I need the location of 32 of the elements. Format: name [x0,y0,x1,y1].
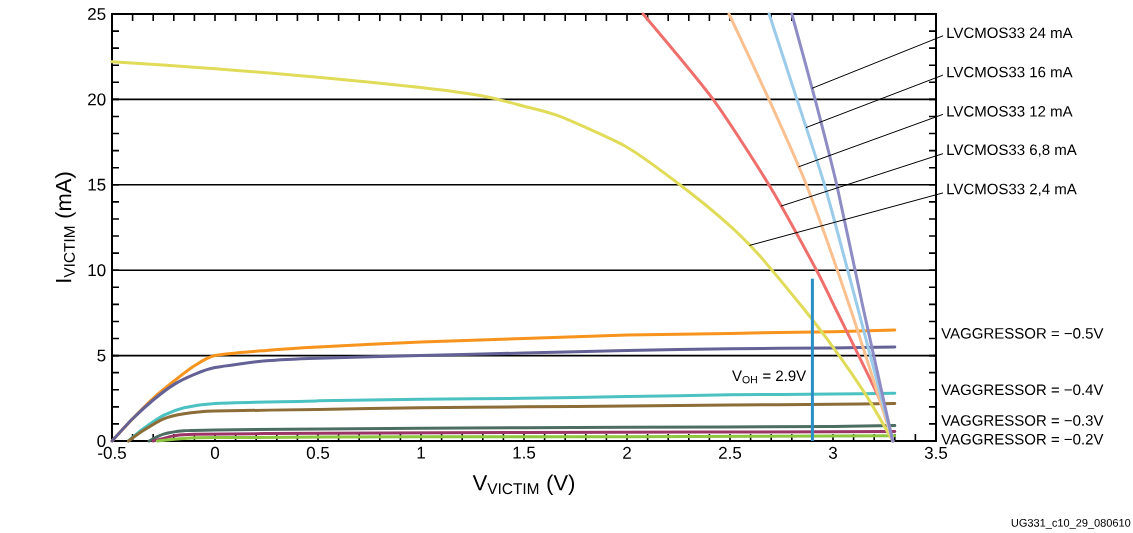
y-tick-label: 25 [88,7,106,21]
x-tick-label: 3 [828,446,837,459]
ref-line-label: V$_{OH}$ = 2.9V [732,370,807,384]
x-tick-label: 0 [210,446,220,459]
line-series [110,60,895,443]
text: LVCMOS33 24 mA [947,27,1073,39]
text: LVCMOS33 16 mA [947,66,1073,78]
line-series [126,401,897,443]
text: LVCMOS33 2,4 mA [947,183,1077,197]
y-tick-label: 15 [88,178,106,191]
x-axis-title: V$_{VICTIM}$ (V) [472,474,575,495]
line-series [147,424,897,443]
x-tick-label: 1.5 [513,446,536,459]
text: UG331_c10_29_080610 [1011,518,1131,529]
line-series [151,430,897,443]
x-tick-label: 0.5 [306,446,330,459]
x-tick-label: 3.5 [924,446,948,459]
y-tick-label: 10 [88,264,106,277]
y-axis-title: I$_{VICTIM}$ (mA) [55,172,76,282]
x-tick-label: 1 [417,446,425,459]
text: VAGGRESSOR = −0.2V [941,433,1104,445]
y-tick-label: 5 [97,349,106,362]
text: VAGGRESSOR = −0.5V [941,328,1104,339]
x-tick-label: 2.5 [719,446,742,459]
y-tick-label: 0 [97,434,106,448]
x-tick-label: 2 [623,446,631,459]
text: LVCMOS33 6,8 mA [947,144,1077,157]
x-tick-label: -0.5 [98,446,126,459]
text: VAGGRESSOR = −0.4V [941,384,1104,396]
text: LVCMOS33 12 mA [947,106,1073,117]
text: VAGGRESSOR = −0.3V [941,415,1104,426]
y-tick-label: 20 [88,93,106,106]
